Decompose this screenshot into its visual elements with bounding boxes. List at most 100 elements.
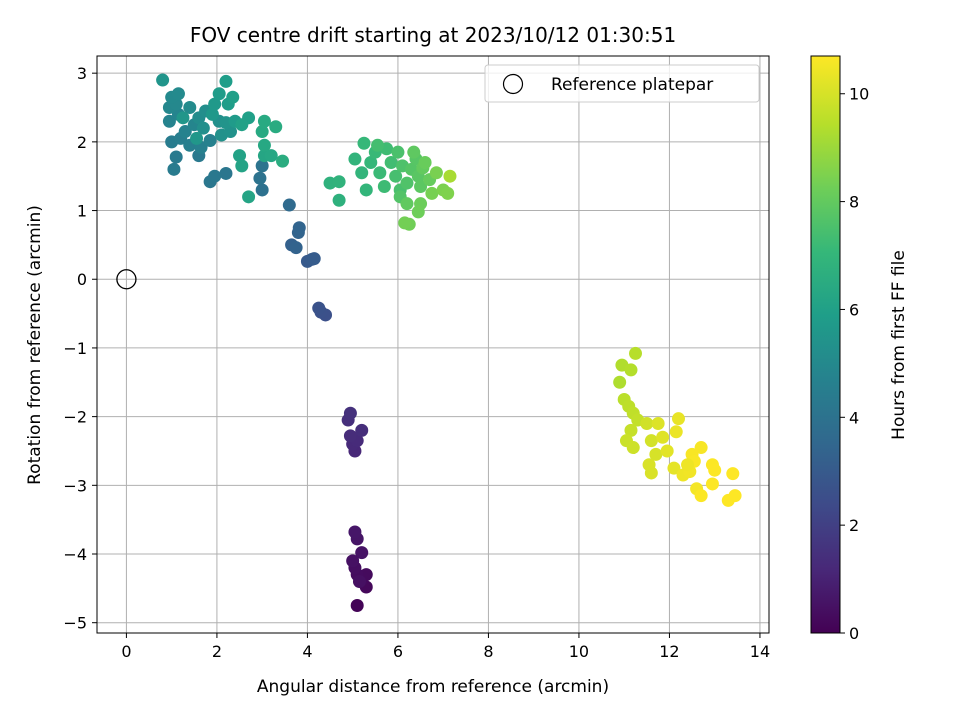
data-point [443, 169, 457, 183]
data-point [694, 441, 708, 455]
data-point [276, 154, 290, 168]
data-point [407, 145, 421, 159]
colorbar-tick-label: 8 [849, 193, 859, 212]
y-tick-label: −2 [63, 408, 87, 427]
y-tick-label: −3 [63, 476, 87, 495]
colorbar-tick-label: 0 [849, 624, 859, 643]
reference-marker-group [116, 269, 137, 290]
data-point [162, 114, 176, 128]
data-point [355, 166, 369, 180]
colorbar-frame [810, 55, 841, 634]
data-point [441, 186, 455, 200]
y-tick-label: 0 [77, 270, 87, 289]
data-point [203, 133, 217, 147]
data-point [651, 416, 665, 430]
data-point [289, 241, 303, 255]
data-point [332, 175, 346, 189]
reference-platepar-marker [116, 269, 137, 290]
data-point [235, 118, 249, 132]
data-point [190, 131, 204, 145]
x-tick-label: 2 [212, 642, 222, 661]
data-point [425, 186, 439, 200]
data-point [708, 463, 722, 477]
data-point [167, 162, 181, 176]
data-point [355, 546, 369, 560]
legend-entry-label: Reference platepar [551, 75, 713, 95]
data-point [352, 574, 366, 588]
data-points [156, 73, 742, 613]
data-point [343, 406, 357, 420]
x-tick-label: 12 [659, 642, 679, 661]
data-point [371, 138, 385, 152]
data-point [169, 150, 183, 164]
colorbar-tick-label: 10 [849, 85, 869, 104]
data-point [212, 87, 226, 101]
data-point [398, 216, 412, 230]
data-point [671, 412, 685, 426]
data-point [219, 166, 233, 180]
data-point [694, 489, 708, 503]
data-point [178, 125, 192, 139]
data-point [255, 125, 269, 139]
legend: Reference platepar [484, 64, 760, 103]
data-point [726, 467, 740, 481]
colorbar-ticks: 0 2 4 6 8 10 [840, 85, 869, 643]
colorbar-tick-label: 4 [849, 408, 859, 427]
x-tick-label: 14 [750, 642, 770, 661]
colorbar-label: Hours from first FF file [889, 250, 909, 440]
data-point [171, 87, 185, 101]
data-point [660, 444, 674, 458]
data-point [176, 111, 190, 125]
data-point [235, 159, 249, 173]
data-point [400, 197, 414, 211]
y-tick-label: −4 [63, 545, 87, 564]
y-axis-label: Rotation from reference (arcmin) [25, 205, 45, 485]
data-point [377, 180, 391, 194]
data-point [233, 149, 247, 163]
legend-box [484, 64, 760, 103]
data-point [307, 252, 321, 266]
data-point [629, 346, 643, 360]
data-point [400, 176, 414, 190]
y-tick-label: 1 [77, 202, 87, 221]
data-point [219, 74, 233, 88]
data-point [667, 461, 681, 475]
plot-frame [96, 55, 770, 634]
data-point [282, 198, 296, 212]
data-point [257, 114, 271, 128]
data-point [348, 152, 362, 166]
data-point [242, 190, 256, 204]
data-point [205, 107, 219, 121]
data-point [644, 434, 658, 448]
data-point [384, 155, 398, 169]
x-tick-label: 10 [569, 642, 589, 661]
colorbar-tick-label: 6 [849, 300, 859, 319]
data-point [626, 441, 640, 455]
data-point [624, 423, 638, 437]
data-point [257, 138, 271, 152]
x-tick-label: 8 [483, 642, 493, 661]
data-point [656, 430, 670, 444]
data-point [624, 363, 638, 377]
data-point [389, 169, 403, 183]
data-point [226, 90, 240, 104]
colorbar-tick-label: 2 [849, 516, 859, 535]
data-point [292, 221, 306, 235]
data-point [255, 159, 269, 173]
data-point [640, 416, 654, 430]
data-point [364, 155, 378, 169]
data-point [373, 166, 387, 180]
data-point [411, 205, 425, 219]
data-point [156, 73, 170, 87]
data-point [208, 97, 222, 111]
colorbar-gradient [811, 56, 840, 633]
data-point [253, 171, 267, 185]
chart-title: FOV centre drift starting at 2023/10/12 … [190, 23, 676, 47]
x-axis-label: Angular distance from reference (arcmin) [257, 677, 609, 697]
x-tick-label: 6 [393, 642, 403, 661]
data-point [348, 525, 362, 539]
data-point [312, 301, 326, 315]
y-tick-label: 2 [77, 133, 87, 152]
data-point [264, 149, 278, 163]
